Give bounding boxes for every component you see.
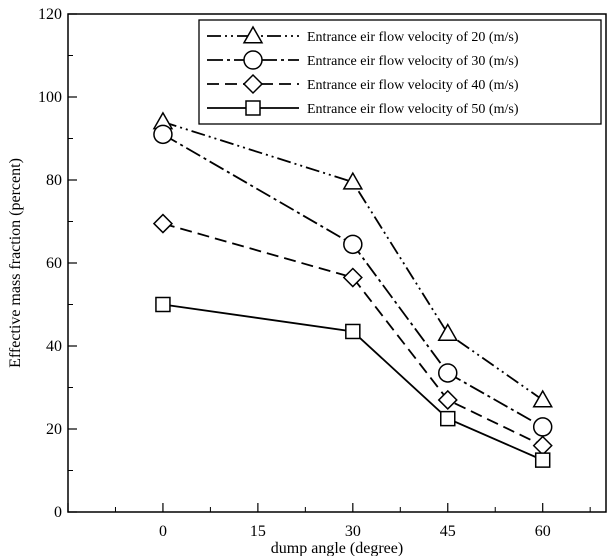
series-line — [162, 133, 544, 428]
legend-entry: Entrance eir flow velocity of 30 (m/s) — [207, 50, 519, 70]
series-line — [162, 303, 544, 461]
data-point-triangle — [437, 323, 459, 342]
legend-marker-triangle — [242, 25, 264, 44]
x-tick-label: 45 — [440, 523, 456, 540]
series-3 — [152, 213, 553, 456]
x-tick-label: 30 — [345, 523, 361, 540]
series-line — [162, 222, 544, 447]
x-axis-label: dump angle (degree) — [271, 540, 403, 556]
data-point-circle — [532, 417, 553, 437]
legend-marker-square — [245, 100, 261, 116]
data-point-square — [345, 323, 361, 340]
series-4 — [155, 296, 551, 468]
legend-label: Entrance eir flow velocity of 20 (m/s) — [307, 30, 519, 45]
x-tick-label: 0 — [159, 523, 167, 540]
legend-label: Entrance eir flow velocity of 50 (m/s) — [307, 102, 519, 117]
legend: Entrance eir flow velocity of 20 (m/s) En… — [198, 19, 602, 125]
series-layer — [152, 111, 553, 468]
legend-box — [198, 19, 602, 125]
y-tick-label: 100 — [38, 89, 62, 106]
data-point-circle — [343, 234, 363, 255]
y-tick-label: 60 — [46, 255, 62, 272]
x-tick-label: 15 — [250, 523, 266, 540]
legend-label: Entrance eir flow velocity of 40 (m/s) — [307, 78, 519, 93]
y-tick-label: 0 — [54, 504, 62, 521]
y-tick-label: 120 — [38, 6, 62, 23]
y-axis-label: Effective mass fraction (percent) — [7, 158, 24, 368]
data-point-circle — [153, 124, 173, 145]
data-point-circle — [438, 363, 458, 383]
data-point-square — [534, 452, 551, 468]
y-tick-label: 20 — [46, 421, 62, 438]
data-point-diamond — [532, 435, 553, 456]
data-point-diamond — [437, 389, 458, 411]
data-point-diamond — [342, 267, 363, 288]
series-1 — [152, 111, 553, 408]
legend-entry: Entrance eir flow velocity of 40 (m/s) — [207, 73, 519, 95]
series-line — [162, 121, 544, 401]
data-point-diamond — [152, 213, 174, 234]
axis-tick-labels: 0 20 40 60 80 100 120 0 15 30 45 60 — [38, 6, 551, 540]
axis-ticks — [67, 13, 591, 513]
y-tick-label: 80 — [46, 172, 62, 189]
data-point-square — [440, 410, 456, 427]
legend-entry: Entrance eir flow velocity of 20 (m/s) — [207, 25, 519, 45]
series-2 — [153, 124, 553, 437]
legend-entry: Entrance eir flow velocity of 50 (m/s) — [207, 100, 519, 117]
data-point-triangle — [532, 389, 553, 408]
legend-marker-circle — [243, 50, 263, 70]
data-point-square — [155, 296, 171, 313]
legend-marker-diamond — [242, 73, 264, 95]
data-point-triangle — [342, 171, 364, 190]
legend-label: Entrance eir flow velocity of 30 (m/s) — [307, 54, 519, 69]
x-tick-label: 60 — [535, 523, 551, 540]
y-tick-label: 40 — [46, 338, 62, 355]
